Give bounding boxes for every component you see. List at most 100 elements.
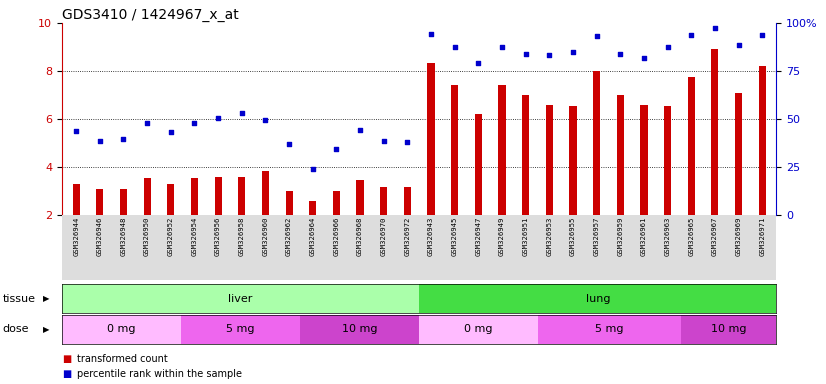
Text: GSM326943: GSM326943 <box>428 217 434 257</box>
Bar <box>357 180 363 215</box>
Point <box>543 52 556 58</box>
Point <box>448 44 461 50</box>
Point <box>377 137 391 144</box>
Point <box>401 139 414 145</box>
Text: GSM326950: GSM326950 <box>144 217 150 257</box>
Text: GSM326970: GSM326970 <box>381 217 387 257</box>
Text: lung: lung <box>586 293 610 304</box>
Bar <box>238 177 245 215</box>
Text: GSM326946: GSM326946 <box>97 217 102 257</box>
Bar <box>380 187 387 215</box>
Text: GSM326955: GSM326955 <box>570 217 576 257</box>
Bar <box>404 187 411 215</box>
Text: 0 mg: 0 mg <box>464 324 493 334</box>
Bar <box>539 315 681 344</box>
Text: GSM326951: GSM326951 <box>523 217 529 257</box>
Bar <box>191 178 198 215</box>
Text: transformed count: transformed count <box>77 354 168 364</box>
Text: GSM326963: GSM326963 <box>665 217 671 257</box>
Text: ▶: ▶ <box>43 294 50 303</box>
Text: GSM326971: GSM326971 <box>759 217 765 257</box>
Bar <box>120 189 127 215</box>
Bar <box>593 71 601 215</box>
Bar <box>167 184 174 215</box>
Bar <box>97 189 103 215</box>
Bar <box>711 50 719 215</box>
Point <box>282 141 296 147</box>
Bar <box>522 95 529 215</box>
Text: GDS3410 / 1424967_x_at: GDS3410 / 1424967_x_at <box>62 8 239 22</box>
Text: dose: dose <box>2 324 29 334</box>
Point <box>472 60 485 66</box>
Point <box>638 55 651 61</box>
Text: GSM326952: GSM326952 <box>168 217 173 257</box>
Text: GSM326968: GSM326968 <box>357 217 363 257</box>
Text: ■: ■ <box>62 354 71 364</box>
Text: GSM326966: GSM326966 <box>334 217 339 257</box>
Text: GSM326964: GSM326964 <box>310 217 316 257</box>
Bar <box>640 104 648 215</box>
Text: GSM326957: GSM326957 <box>594 217 600 257</box>
Bar <box>419 284 776 313</box>
Bar <box>309 200 316 215</box>
Point <box>188 119 201 126</box>
Point <box>259 117 272 123</box>
Bar <box>451 86 458 215</box>
Text: 10 mg: 10 mg <box>711 324 747 334</box>
Text: 10 mg: 10 mg <box>342 324 377 334</box>
Point <box>519 51 532 57</box>
Text: GSM326969: GSM326969 <box>736 217 742 257</box>
Point <box>164 129 178 135</box>
Point <box>330 146 343 152</box>
Point <box>306 166 320 172</box>
Point <box>93 137 107 144</box>
Point <box>425 31 438 37</box>
Bar <box>759 66 766 215</box>
Text: liver: liver <box>228 293 253 304</box>
Text: GSM326948: GSM326948 <box>121 217 126 257</box>
Point <box>590 33 603 39</box>
Bar <box>181 315 300 344</box>
Text: ■: ■ <box>62 369 71 379</box>
Text: GSM326958: GSM326958 <box>239 217 244 257</box>
Text: 5 mg: 5 mg <box>596 324 624 334</box>
Bar <box>664 106 672 215</box>
Point <box>69 128 83 134</box>
Text: GSM326959: GSM326959 <box>617 217 624 257</box>
Point <box>709 25 722 31</box>
Text: GSM326965: GSM326965 <box>688 217 695 257</box>
Point <box>354 127 367 133</box>
Bar <box>735 93 742 215</box>
Bar <box>333 191 340 215</box>
Bar <box>62 315 181 344</box>
Bar <box>546 104 553 215</box>
Text: GSM326947: GSM326947 <box>475 217 482 257</box>
Text: tissue: tissue <box>2 293 36 304</box>
Bar <box>215 177 221 215</box>
Bar <box>475 114 482 215</box>
Text: 0 mg: 0 mg <box>107 324 135 334</box>
Point <box>116 136 130 142</box>
Bar <box>569 106 577 215</box>
Bar <box>617 95 624 215</box>
Point <box>614 51 627 57</box>
Point <box>496 44 509 50</box>
Text: GSM326956: GSM326956 <box>215 217 221 257</box>
Bar <box>286 191 292 215</box>
Text: GSM326945: GSM326945 <box>452 217 458 257</box>
Bar <box>428 63 434 215</box>
Point <box>140 119 154 126</box>
Bar <box>262 170 269 215</box>
Text: GSM326962: GSM326962 <box>286 217 292 257</box>
Bar <box>498 86 506 215</box>
Bar <box>419 315 539 344</box>
Bar <box>688 77 695 215</box>
Text: GSM326949: GSM326949 <box>499 217 505 257</box>
Bar <box>681 315 776 344</box>
Point <box>567 49 580 55</box>
Text: percentile rank within the sample: percentile rank within the sample <box>77 369 242 379</box>
Point <box>661 44 674 50</box>
Text: 5 mg: 5 mg <box>226 324 255 334</box>
Text: GSM326961: GSM326961 <box>641 217 647 257</box>
Text: GSM326967: GSM326967 <box>712 217 718 257</box>
